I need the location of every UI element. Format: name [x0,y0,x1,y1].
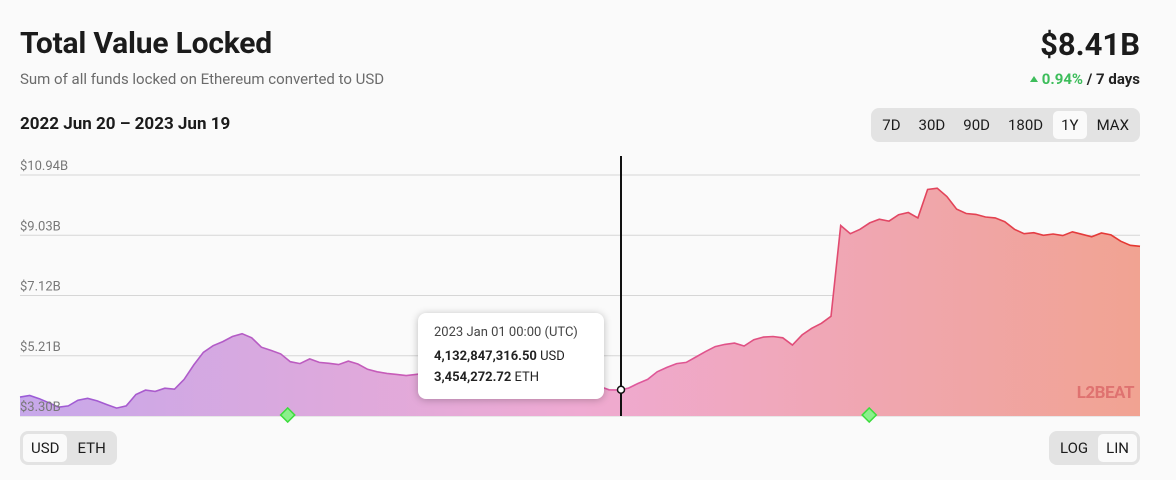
chart-tooltip: 2023 Jan 01 00:00 (UTC) 4,132,847,316.50… [418,313,604,399]
time-button-7d[interactable]: 7D [882,116,901,134]
date-range: 2022 Jun 20 – 2023 Jun 19 [20,114,231,134]
scale-button-log[interactable]: LOG [1060,439,1089,457]
l2beat-logo: L2BEAT [1076,383,1135,403]
tvl-area [20,188,1140,416]
unit-button-eth[interactable]: ETH [77,439,106,457]
time-button-180d[interactable]: 180D [1007,116,1044,134]
scale-button-lin[interactable]: LIN [1098,434,1137,462]
time-button-max[interactable]: MAX [1096,116,1129,134]
y-tick-label: $9.03B [20,219,61,234]
unit-button-usd[interactable]: USD [23,434,68,462]
milestones [279,406,878,424]
y-tick-label: $5.21B [20,340,61,355]
y-tick-label: $10.94B [20,159,68,174]
milestone-marker[interactable] [279,406,296,424]
time-button-30d[interactable]: 30D [918,116,946,134]
milestone-marker[interactable] [861,406,878,424]
time-range-selector: 7D 30D 90D 180D 1Y MAX [871,108,1140,142]
tooltip-eth-unit: ETH [514,370,540,385]
time-button-1y[interactable]: 1Y [1053,111,1087,139]
tooltip-eth-value: 3,454,272.72 [434,370,512,385]
y-axis-labels: $3.30B $5.21B $7.12B $9.03B $10.94B [20,159,68,415]
tvl-change: 0.94% / 7 days [1029,70,1140,88]
time-button-90d[interactable]: 90D [963,116,990,134]
tooltip-eth-row: 3,454,272.72 ETH [434,370,539,385]
y-tick-label: $3.30B [20,400,61,415]
tvl-value: $8.41B [1040,26,1140,63]
tooltip-usd-unit: USD [540,349,565,364]
change-value: 0.94% [1041,70,1084,88]
tooltip-date: 2023 Jan 01 00:00 (UTC) [434,325,578,340]
scale-selector: LOG LIN [1049,431,1140,465]
unit-selector: USD ETH [20,431,117,465]
tooltip-usd-row: 4,132,847,316.50 USD [434,349,565,364]
page-title: Total Value Locked [20,26,272,61]
page-subtitle: Sum of all funds locked on Ethereum conv… [20,70,385,88]
tooltip-usd-value: 4,132,847,316.50 [434,349,537,364]
y-tick-label: $7.12B [20,280,61,295]
up-arrow-icon [1029,76,1038,82]
hover-point [616,385,626,394]
change-period: / 7 days [1086,70,1140,88]
